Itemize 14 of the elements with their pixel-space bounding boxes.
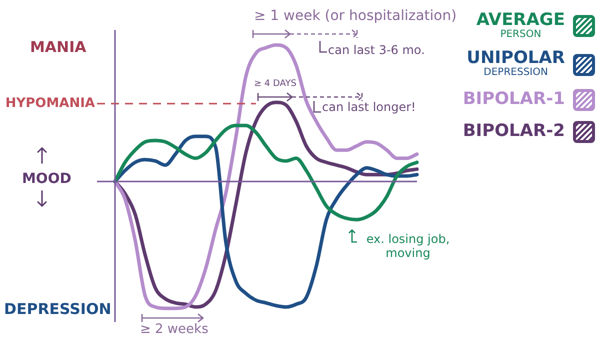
annotation: can last 3-6 mo. <box>328 43 425 57</box>
annotation: ex. losing job, moving <box>365 232 451 260</box>
y-axis-title: MOOD <box>22 171 72 187</box>
text: ≥ 1 week (or hospitalization) <box>254 8 457 24</box>
annotation: can last longer! <box>322 100 416 114</box>
legend-label: BIPOLAR-1 <box>462 88 565 109</box>
ref-line-label: HYPOMANIA <box>5 96 95 112</box>
legend-label: UNIPOLAR DEPRESSION <box>466 48 565 79</box>
text: MANIA <box>30 38 86 56</box>
annotation: ≥ 4 DAYS <box>254 79 296 89</box>
legend-label: BIPOLAR-2 <box>462 120 565 141</box>
text: ≥ 2 weeks <box>140 322 208 337</box>
annotation: DEPRESSION <box>4 300 112 318</box>
legend-label: AVERAGE PERSON <box>476 10 565 40</box>
